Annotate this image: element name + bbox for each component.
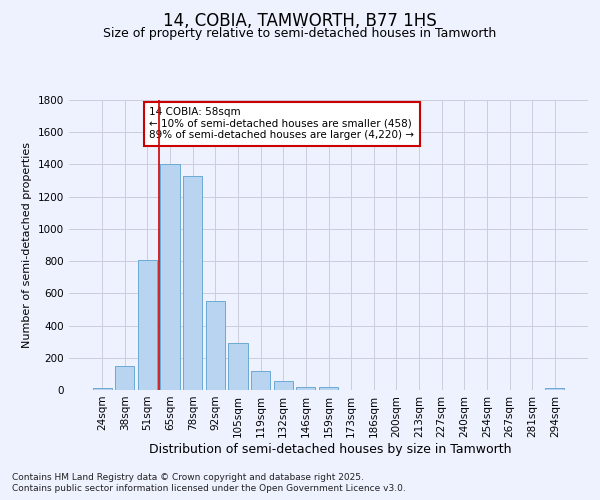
Bar (115, 366, 134, 390)
Text: Contains public sector information licensed under the Open Government Licence v3: Contains public sector information licen… (12, 484, 406, 493)
Bar (545, 388, 565, 390)
Bar (92, 388, 112, 390)
Bar (206, 302, 225, 390)
Bar (138, 260, 157, 390)
Text: Size of property relative to semi-detached houses in Tamworth: Size of property relative to semi-detach… (103, 28, 497, 40)
Bar (274, 381, 293, 390)
Bar (296, 387, 316, 390)
Text: 14, COBIA, TAMWORTH, B77 1HS: 14, COBIA, TAMWORTH, B77 1HS (163, 12, 437, 30)
Text: Distribution of semi-detached houses by size in Tamworth: Distribution of semi-detached houses by … (149, 442, 511, 456)
Bar (183, 176, 202, 390)
Text: 14 COBIA: 58sqm
← 10% of semi-detached houses are smaller (458)
89% of semi-deta: 14 COBIA: 58sqm ← 10% of semi-detached h… (149, 108, 415, 140)
Text: Contains HM Land Registry data © Crown copyright and database right 2025.: Contains HM Land Registry data © Crown c… (12, 472, 364, 482)
Bar (251, 370, 270, 390)
Bar (319, 387, 338, 390)
Bar (160, 164, 180, 390)
Y-axis label: Number of semi-detached properties: Number of semi-detached properties (22, 142, 32, 348)
Bar (229, 344, 248, 390)
